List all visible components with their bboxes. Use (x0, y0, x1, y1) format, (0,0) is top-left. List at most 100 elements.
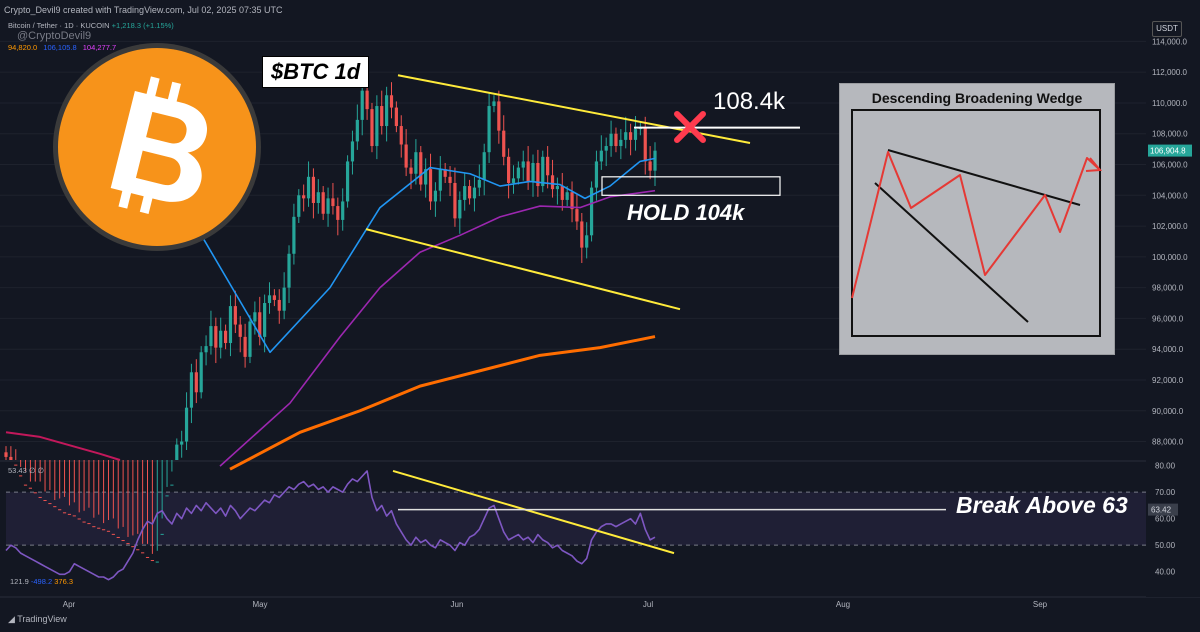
candle-body (282, 287, 286, 311)
ma-line-magenta (5, 431, 121, 461)
candle-body (443, 169, 447, 177)
pattern-inset: Descending Broadening Wedge (840, 84, 1114, 354)
candle-body (23, 484, 28, 486)
price-tick-label: 110,000.0 (1152, 99, 1188, 108)
candle-body (67, 513, 72, 515)
time-tick-label: Sep (1033, 600, 1048, 609)
candle-body (82, 521, 86, 523)
candle (467, 179, 472, 205)
candle (194, 359, 198, 404)
candle-body (58, 509, 62, 511)
candle-body (614, 133, 618, 147)
support-box (601, 176, 781, 196)
candle (243, 323, 247, 368)
candle-body (448, 176, 452, 183)
candle-body (258, 312, 262, 337)
price-tick-label: 96,000.0 (1152, 314, 1184, 323)
candle-body (565, 192, 569, 200)
time-tick-label: Jul (643, 600, 653, 609)
candle (38, 460, 42, 498)
candle-body (463, 186, 467, 200)
candle-body (97, 527, 101, 529)
candle (599, 135, 603, 170)
rsi-band-fill (6, 492, 1146, 546)
candle-body (394, 107, 398, 127)
candle-body (643, 127, 647, 162)
candle-body (433, 190, 438, 202)
price-tick-label: 94,000.0 (1152, 345, 1184, 354)
candle (165, 460, 169, 497)
candle-body (345, 161, 350, 202)
candle-body (199, 352, 203, 393)
candle-body (375, 106, 379, 147)
candle-body (341, 201, 345, 220)
candle-body (497, 101, 501, 131)
candle (399, 115, 403, 158)
candle (438, 156, 442, 202)
candle (277, 289, 281, 324)
candle (14, 449, 18, 466)
candle-body (365, 90, 369, 110)
candle-body (370, 109, 374, 147)
ma-value: 94,820.0 (8, 43, 38, 52)
candle (282, 272, 286, 320)
candle-body (575, 209, 579, 222)
candle (385, 86, 389, 142)
symbol-info[interactable]: Bitcoin / Tether · 1D · KUCOIN +1,218.3 … (8, 21, 174, 30)
rejection-mark-icon (674, 111, 706, 143)
candle (316, 179, 320, 214)
candle-body (453, 182, 457, 219)
price-tick-label: 100,000.0 (1152, 253, 1188, 262)
currency-button[interactable]: USDT (1152, 21, 1182, 37)
candle-body (116, 536, 120, 538)
candle-body (624, 132, 628, 140)
candle-body (14, 464, 18, 466)
candle-body (633, 129, 638, 140)
candle (48, 460, 52, 505)
candle (199, 346, 203, 399)
candle-body (619, 139, 623, 147)
candle-body (101, 529, 106, 531)
candle-body (507, 156, 511, 183)
candle-body (355, 119, 359, 142)
candle-body (502, 130, 506, 157)
candle (555, 177, 560, 205)
candle (541, 150, 545, 193)
candle-body (53, 506, 57, 508)
candle (360, 82, 364, 136)
candle (419, 146, 423, 191)
candle (136, 460, 140, 551)
candle (424, 158, 428, 198)
price-tick-label: 98,000.0 (1152, 284, 1184, 293)
candle (472, 176, 477, 212)
candle (87, 460, 91, 525)
tradingview-logo[interactable]: ◢ TradingView (8, 614, 67, 625)
candle (526, 146, 530, 190)
candle-body (302, 195, 306, 199)
candle (570, 181, 574, 223)
candle (204, 335, 208, 366)
tv-icon: ◢ (8, 614, 18, 624)
candle-body (253, 312, 257, 322)
candle (375, 95, 379, 160)
candle (580, 212, 584, 264)
candle-body (585, 235, 589, 248)
candle-body (629, 132, 633, 140)
candle (345, 155, 350, 208)
candle-body (194, 372, 198, 393)
candle-body (580, 221, 584, 248)
candle-body (321, 192, 325, 214)
candle (453, 167, 457, 227)
ticker-label: $BTC 1d (262, 56, 370, 88)
candle (58, 460, 62, 511)
time-tick-label: Aug (836, 600, 850, 609)
support-label: HOLD 104k (627, 200, 745, 225)
candle-body (570, 192, 574, 210)
candle-body (467, 186, 472, 199)
candle-body (419, 152, 423, 185)
candle (516, 161, 520, 185)
candle (507, 148, 511, 199)
candle-body (292, 216, 296, 254)
indicator-values: 121.9 -498.2 376.3 (10, 577, 73, 586)
